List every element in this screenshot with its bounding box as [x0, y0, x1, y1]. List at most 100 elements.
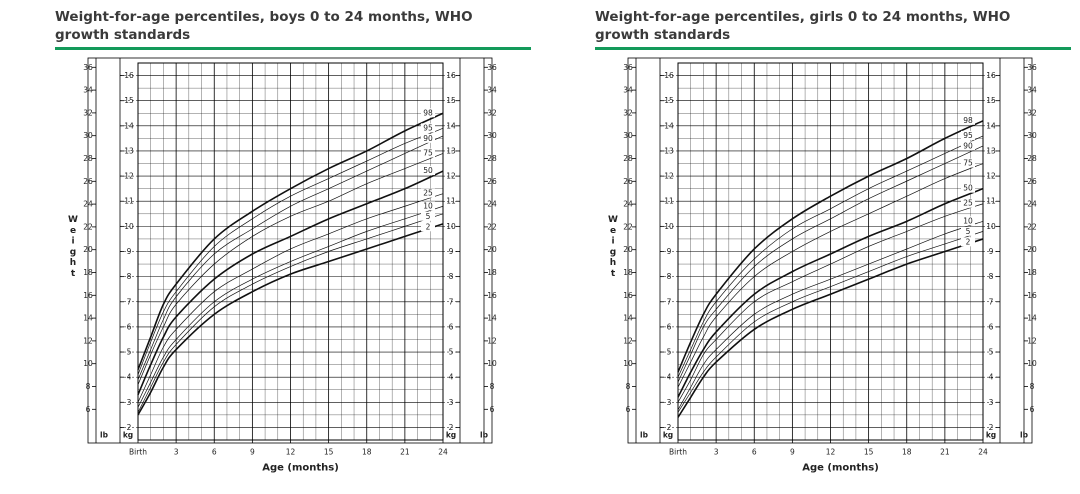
- kg-tick-label-left: 10: [664, 222, 674, 231]
- percentile-label-p25: 25: [963, 199, 973, 208]
- lb-tick-label-right: 8: [1030, 382, 1035, 391]
- kg-unit-left: kg: [663, 431, 673, 440]
- ylabel-letter-left: W: [608, 215, 618, 225]
- percentile-curve-p5: [137, 213, 444, 413]
- lb-tick-label-left: 14: [83, 314, 93, 323]
- kg-tick-label-left: 11: [124, 197, 134, 206]
- percentile-curve-p75: [677, 163, 984, 388]
- kg-tick-label-left: 14: [124, 121, 134, 130]
- percentile-label-bg: [961, 141, 975, 151]
- x-tick-label: 24: [978, 448, 988, 457]
- kg-tick-label-left: 13: [664, 146, 674, 155]
- percentile-curve-p2: [137, 223, 444, 416]
- lb-tick-label-left: 26: [83, 177, 93, 186]
- kg-tick-label-left: 9: [127, 247, 132, 256]
- percentile-label-bg: [421, 211, 435, 221]
- ylabel-letter-left: g: [610, 247, 616, 257]
- lb-tick-label-left: 20: [623, 245, 633, 254]
- lb-tick-label-left: 8: [86, 382, 91, 391]
- lb-tick-label-right: 36: [487, 63, 497, 72]
- kg-tick-label-right: 16: [986, 71, 996, 80]
- kg-tick-label-right: 15: [986, 96, 996, 105]
- percentile-label-bg: [961, 216, 975, 226]
- lb-tick-label-left: 14: [623, 314, 633, 323]
- x-tick-label: 21: [940, 448, 950, 457]
- lb-tick-label-left: 16: [623, 291, 633, 300]
- x-tick-label: 24: [438, 448, 448, 457]
- kg-tick-label-left: 7: [667, 297, 672, 306]
- kg-tick-label-right: 4: [449, 373, 454, 382]
- lb-tick-label-right: 14: [487, 314, 497, 323]
- lb-tick-label-left: 12: [623, 336, 633, 345]
- lb-tick-label-left: 30: [623, 131, 633, 140]
- lb-tick-label-left: 26: [623, 177, 633, 186]
- lb-tick-label-left: 22: [83, 222, 93, 231]
- kg-tick-label-right: 11: [446, 197, 456, 206]
- kg-tick-label-left: 2: [667, 423, 672, 432]
- lb-tick-label-left: 30: [83, 131, 93, 140]
- lb-unit-left: lb: [100, 431, 109, 440]
- lb-tick-label-right: 24: [1027, 200, 1037, 209]
- kg-tick-label-left: 5: [667, 348, 672, 357]
- percentile-label-bg: [421, 222, 435, 232]
- percentile-label-p2: 2: [426, 222, 431, 231]
- kg-unit-left: kg: [123, 431, 133, 440]
- kg-tick-label-right: 10: [986, 222, 996, 231]
- lb-tick-label-left: 18: [83, 268, 93, 277]
- lb-tick-label-left: 10: [83, 359, 93, 368]
- kg-tick-label-right: 8: [449, 272, 454, 281]
- percentile-label-bg: [421, 166, 435, 176]
- kg-tick-label-left: 2: [127, 423, 132, 432]
- lb-tick-label-right: 16: [487, 291, 497, 300]
- percentile-label-bg: [961, 226, 975, 236]
- lb-tick-label-right: 20: [487, 245, 497, 254]
- kg-tick-label-left: 3: [127, 398, 132, 407]
- ylabel-letter-left: W: [68, 215, 78, 225]
- lb-tick-label-right: 26: [487, 177, 497, 186]
- percentile-label-bg: [961, 237, 975, 247]
- boys-title-rule: [55, 47, 531, 50]
- percentile-label-bg: [421, 148, 435, 158]
- percentile-label-p50: 50: [963, 184, 973, 193]
- ylabel-letter-left: e: [70, 226, 76, 236]
- percentile-label-p5: 5: [426, 212, 431, 221]
- kg-tick-label-right: 8: [989, 272, 994, 281]
- x-axis-title: Age (months): [802, 463, 879, 474]
- lb-tick-label-right: 34: [1027, 86, 1037, 95]
- percentile-curves: [677, 120, 984, 418]
- percentile-curve-p5: [677, 231, 984, 413]
- kg-tick-label-right: 7: [449, 297, 454, 306]
- percentile-curve-p95: [137, 128, 444, 375]
- kg-tick-label-right: 6: [989, 322, 994, 331]
- x-tick-label: 9: [790, 448, 795, 457]
- lb-tick-label-left: 34: [83, 86, 93, 95]
- kg-tick-label-left: 12: [664, 172, 674, 181]
- x-tick-label: 15: [864, 448, 874, 457]
- percentile-curve-p10: [677, 221, 984, 411]
- kg-tick-label-left: 8: [127, 272, 132, 281]
- percentile-curve-p25: [137, 193, 444, 403]
- girls-title-rule: [595, 47, 1071, 50]
- ylabel-letter-left: t: [611, 269, 616, 279]
- percentile-curve-p50: [677, 187, 984, 398]
- lb-tick-label-left: 8: [626, 382, 631, 391]
- kg-tick-label-right: 4: [989, 373, 994, 382]
- percentile-label-bg: [961, 115, 975, 125]
- ylabel-letter-left: h: [70, 258, 76, 268]
- kg-tick-label-right: 16: [446, 71, 456, 80]
- x-tick-label: 6: [212, 448, 217, 457]
- kg-tick-label-left: 5: [127, 348, 132, 357]
- kg-tick-label-left: 16: [664, 71, 674, 80]
- x-tick-label: Birth: [669, 448, 687, 457]
- kg-tick-label-right: 13: [446, 146, 456, 155]
- boys-chart-title: Weight-for-age percentiles, boys 0 to 24…: [55, 9, 473, 43]
- kg-tick-label-left: 7: [127, 297, 132, 306]
- percentile-label-p75: 75: [423, 148, 433, 157]
- kg-tick-label-right: 9: [449, 247, 454, 256]
- kg-tick-label-right: 6: [449, 322, 454, 331]
- percentile-label-bg: [421, 201, 435, 211]
- percentile-label-p10: 10: [963, 216, 973, 225]
- ylabel-letter-left: h: [610, 258, 616, 268]
- kg-tick-label-left: 10: [124, 222, 134, 231]
- kg-tick-label-left: 15: [124, 96, 134, 105]
